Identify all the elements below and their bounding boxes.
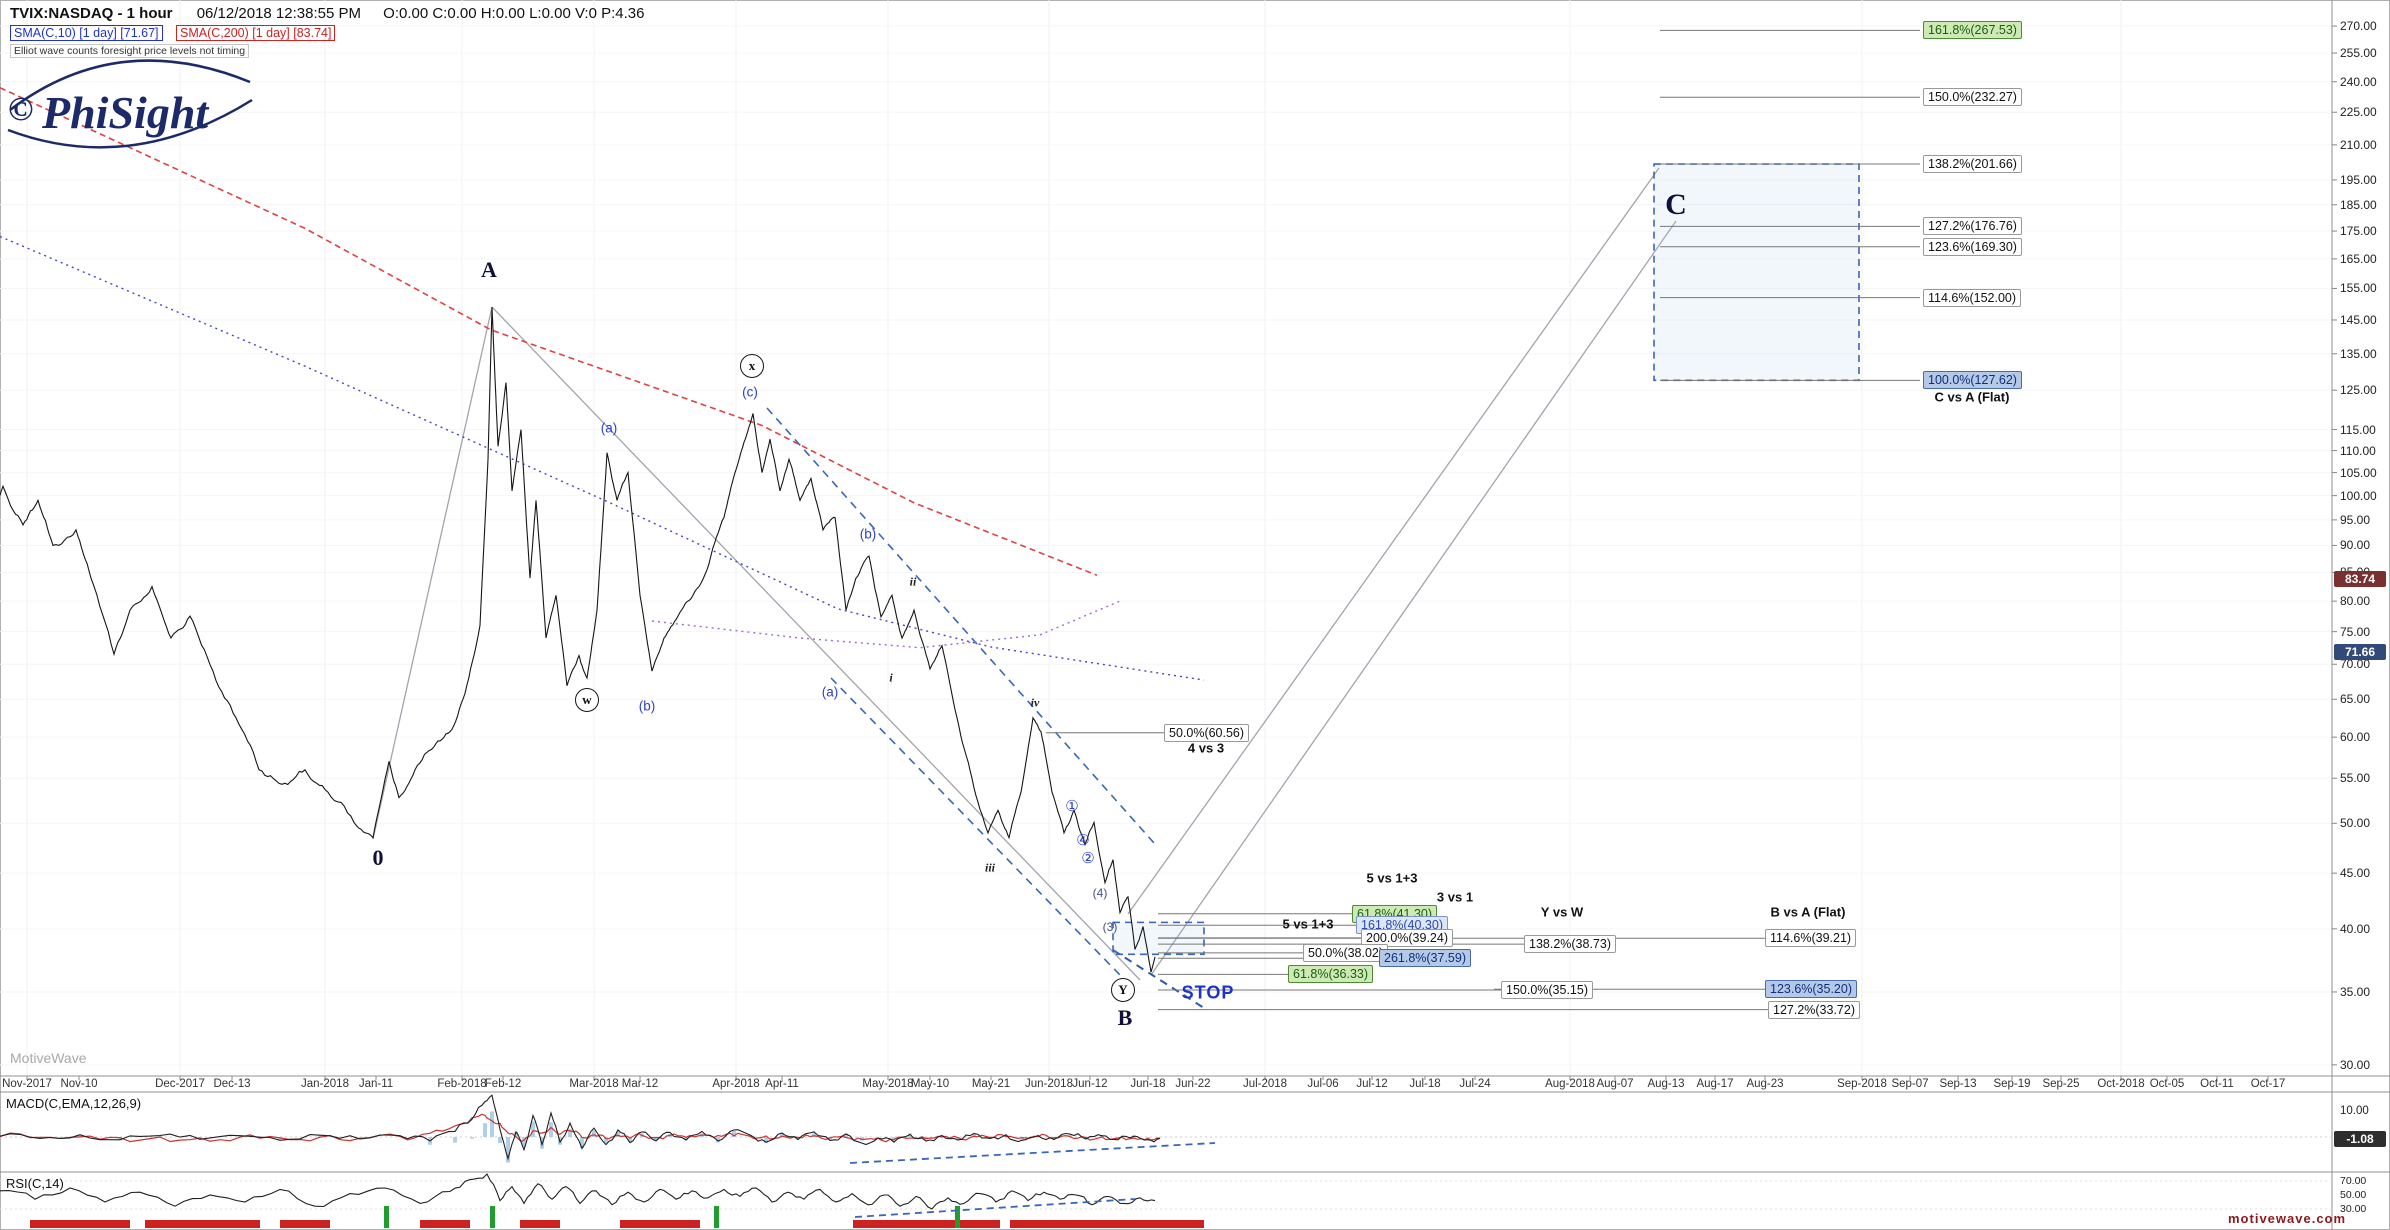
rsi-red-bar	[30, 1220, 130, 1228]
logo-swoosh-top	[9, 59, 251, 111]
rsi-red-bar	[280, 1220, 330, 1228]
rsi-red-bar	[1010, 1220, 1204, 1228]
rsi-panel-label: RSI(C,14)	[6, 1176, 64, 1191]
macd-panel-label: MACD(C,EMA,12,26,9)	[6, 1096, 142, 1111]
title-bar: TVIX:NASDAQ - 1 hour 06/12/2018 12:38:55…	[10, 5, 644, 22]
ohlc-readout: O:0.00 C:0.00 H:0.00 L:0.00 V:0 P:4.36	[383, 5, 645, 22]
rsi-red-bar	[853, 1220, 1000, 1228]
symbol-title: TVIX:NASDAQ - 1 hour	[10, 5, 173, 22]
rsi-trend-line[interactable]	[854, 1198, 1136, 1218]
rsi-red-bar	[145, 1220, 260, 1228]
rsi-red-bar	[520, 1220, 560, 1228]
macd-signal-line	[0, 1113, 1160, 1143]
logo-text: PhiSight	[41, 87, 209, 138]
sma200-line	[0, 86, 1098, 577]
macd-line	[0, 1094, 1161, 1161]
phisight-logo: © PhiSight	[6, 48, 258, 171]
target-box[interactable]	[1653, 163, 1860, 382]
sma10-legend[interactable]: SMA(C,10) [1 day] [71.67]	[10, 25, 163, 41]
rsi-green-bar	[955, 1206, 960, 1228]
chart-note: Elliot wave counts foresight price level…	[10, 44, 250, 58]
trend-line[interactable]	[1127, 167, 1660, 915]
rsi-green-bar	[384, 1206, 389, 1228]
trend-line[interactable]	[766, 407, 1155, 844]
trend-line[interactable]	[491, 306, 1141, 981]
price-line	[0, 307, 1156, 973]
rsi-green-bar	[714, 1206, 719, 1228]
logo-swoosh-bottom	[7, 98, 253, 149]
indicator-legend: SMA(C,10) [1 day] [71.67] SMA(C,200) [1 …	[10, 25, 644, 41]
macd-trend-line[interactable]	[849, 1142, 1216, 1164]
chart-header: TVIX:NASDAQ - 1 hour 06/12/2018 12:38:55…	[10, 5, 644, 59]
sma10-line	[0, 235, 1205, 681]
logo-copyright: ©	[8, 91, 33, 128]
trend-line[interactable]	[1150, 220, 1677, 976]
rsi-red-bar	[620, 1220, 700, 1228]
bar-datetime: 06/12/2018 12:38:55 PM	[196, 5, 361, 22]
rsi-green-bar	[490, 1206, 495, 1228]
site-watermark: motivewave.com	[2228, 1211, 2347, 1226]
trend-line[interactable]	[1112, 949, 1205, 1009]
motivewave-watermark: MotiveWave	[10, 1050, 87, 1066]
rsi-line	[0, 1173, 1156, 1210]
sma200-legend[interactable]: SMA(C,200) [1 day] [83.74]	[176, 25, 336, 41]
trend-line[interactable]	[830, 677, 1121, 976]
rsi-red-bar	[420, 1220, 470, 1228]
trend-line[interactable]	[372, 306, 493, 840]
